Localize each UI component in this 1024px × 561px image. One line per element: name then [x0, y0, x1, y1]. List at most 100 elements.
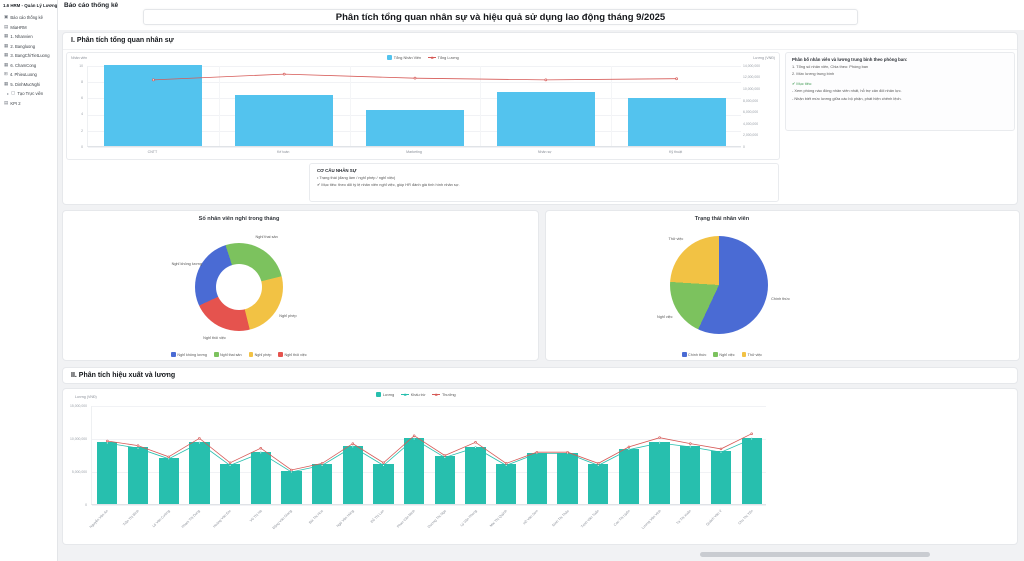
data-point-marker[interactable]	[675, 77, 678, 81]
status-pie-chart[interactable]	[670, 236, 768, 334]
data-point-marker[interactable]	[382, 461, 385, 465]
data-point-marker[interactable]	[597, 464, 600, 467]
bar[interactable]	[710, 451, 732, 504]
data-point-marker[interactable]	[658, 436, 661, 439]
data-point-marker[interactable]	[228, 464, 232, 467]
data-point-marker[interactable]	[504, 464, 508, 467]
legend-item[interactable]: Lương	[376, 392, 394, 397]
legend-item[interactable]: Tổng Nhân Viên	[387, 55, 421, 60]
legend-item[interactable]: Chính thức	[681, 352, 706, 357]
data-point-marker[interactable]	[290, 470, 293, 474]
bar[interactable]	[189, 441, 210, 504]
bar[interactable]	[496, 464, 517, 504]
bar[interactable]	[680, 445, 701, 504]
data-point-marker[interactable]	[320, 462, 324, 465]
data-point-marker[interactable]	[320, 464, 324, 467]
sidebar-item[interactable]: ▤ MiaHRM	[0, 23, 57, 33]
data-point-marker[interactable]	[544, 78, 548, 82]
data-point-marker[interactable]	[198, 441, 201, 445]
legend-item[interactable]: Nghỉ phép	[248, 352, 271, 357]
bar[interactable]	[373, 464, 394, 504]
horizontal-scrollbar-thumb[interactable]	[700, 552, 930, 557]
data-point-marker[interactable]	[566, 450, 569, 454]
data-point-marker[interactable]	[198, 437, 201, 440]
data-point-marker[interactable]	[413, 76, 417, 80]
bar[interactable]	[127, 447, 149, 504]
data-point-marker[interactable]	[106, 441, 109, 445]
chevron-right-icon[interactable]: ▸	[7, 91, 10, 97]
data-point-marker[interactable]	[290, 468, 293, 472]
data-point-marker[interactable]	[152, 78, 155, 82]
bar[interactable]	[158, 457, 179, 504]
sidebar-item[interactable]: ▦ 5. DinhMucNghi	[0, 80, 57, 90]
bar[interactable]	[235, 94, 334, 146]
bar[interactable]	[627, 98, 726, 146]
data-point-marker[interactable]	[351, 445, 355, 449]
bar[interactable]	[496, 91, 595, 146]
data-point-marker[interactable]	[351, 442, 355, 445]
legend-item[interactable]: Thử việc	[741, 352, 762, 357]
data-point-marker[interactable]	[167, 455, 170, 459]
bar[interactable]	[365, 110, 465, 146]
legend-item[interactable]: Nghỉ không lương	[171, 352, 207, 357]
sidebar-item[interactable]: ▤ KPI 2	[0, 99, 57, 109]
data-point-marker[interactable]	[259, 446, 263, 450]
sidebar-item[interactable]: ▦ 1. Nhanvien	[0, 32, 57, 42]
data-point-marker[interactable]	[443, 454, 447, 457]
bar[interactable]	[404, 438, 425, 504]
data-point-marker[interactable]	[689, 445, 692, 449]
data-point-marker[interactable]	[136, 446, 140, 450]
bar[interactable]	[281, 471, 302, 504]
data-point-marker[interactable]	[474, 441, 477, 444]
data-point-marker[interactable]	[443, 456, 447, 459]
bar[interactable]	[741, 438, 762, 504]
sidebar-item[interactable]: ▦ 6. ChamCong	[0, 61, 57, 71]
dept-chart-plot[interactable]	[87, 65, 741, 148]
data-point-marker[interactable]	[106, 439, 109, 443]
data-point-marker[interactable]	[658, 441, 661, 445]
bar[interactable]	[649, 441, 670, 504]
sidebar-item[interactable]: ⊞ 4. PhieuLuong	[0, 70, 57, 80]
data-point-marker[interactable]	[167, 457, 170, 461]
bar[interactable]	[219, 464, 241, 504]
legend-item[interactable]: Nghỉ thôi việc	[278, 352, 307, 357]
bar[interactable]	[342, 445, 363, 504]
data-point-marker[interactable]	[259, 451, 263, 455]
sidebar-item[interactable]: ▣ Báo cáo thống kê	[0, 13, 57, 23]
sidebar-item[interactable]: ▸ ▢ Tạo Trực viên	[0, 89, 57, 99]
data-point-marker[interactable]	[689, 442, 692, 445]
legend-item[interactable]: Khấu trừ	[401, 393, 425, 397]
bar[interactable]	[526, 452, 547, 504]
data-point-marker[interactable]	[750, 432, 753, 435]
data-point-marker[interactable]	[282, 72, 286, 76]
data-point-marker[interactable]	[597, 462, 600, 465]
data-point-marker[interactable]	[228, 461, 232, 465]
bar[interactable]	[311, 464, 333, 504]
data-point-marker[interactable]	[412, 437, 416, 441]
salary-chart-plot[interactable]	[91, 406, 766, 506]
bar[interactable]	[434, 456, 455, 504]
bar[interactable]	[250, 451, 271, 504]
data-point-marker[interactable]	[136, 444, 140, 447]
bar[interactable]	[618, 448, 640, 504]
data-point-marker[interactable]	[627, 445, 631, 449]
legend-item[interactable]: Thưởng	[432, 393, 456, 397]
bar[interactable]	[465, 446, 486, 504]
legend-item[interactable]: Nghỉ thai sản	[213, 352, 242, 357]
data-point-marker[interactable]	[504, 462, 508, 465]
data-point-marker[interactable]	[750, 437, 753, 441]
data-point-marker[interactable]	[382, 464, 385, 467]
bar[interactable]	[557, 452, 578, 504]
data-point-marker[interactable]	[474, 446, 477, 449]
legend-item[interactable]: Nghỉ việc	[713, 352, 735, 357]
data-point-marker[interactable]	[412, 434, 416, 437]
data-point-marker[interactable]	[719, 450, 723, 454]
bar[interactable]	[588, 464, 609, 504]
data-point-marker[interactable]	[627, 448, 631, 451]
bar[interactable]	[97, 441, 118, 504]
legend-item[interactable]: Tổng Lương	[428, 56, 459, 60]
sidebar-item[interactable]: ▦ 3. BangChiTietLuong	[0, 51, 57, 61]
sidebar-item[interactable]: ▦ 2. Bangluong	[0, 42, 57, 52]
data-point-marker[interactable]	[535, 450, 539, 454]
data-point-marker[interactable]	[719, 447, 723, 451]
